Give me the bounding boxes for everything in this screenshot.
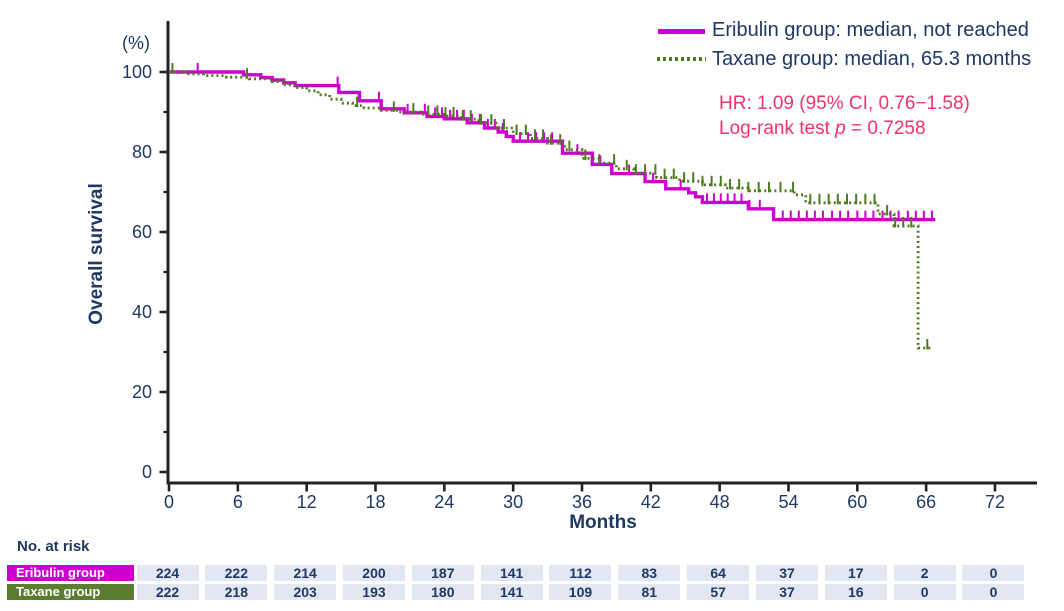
hr-annotation: HR: 1.09 (95% CI, 0.76−1.58) xyxy=(719,93,970,114)
at-risk-count: 141 xyxy=(480,584,543,600)
x-tick-label: 30 xyxy=(503,492,523,512)
x-tick-label: 60 xyxy=(847,492,867,512)
logrank-value: = 0.7258 xyxy=(845,118,926,139)
at-risk-count: 112 xyxy=(549,565,612,581)
at-risk-count: 224 xyxy=(136,565,199,581)
at-risk-count: 187 xyxy=(411,565,474,581)
y-tick-label: 0 xyxy=(142,462,152,482)
x-tick-label: 72 xyxy=(985,492,1005,512)
at-risk-count: 193 xyxy=(342,584,405,600)
x-tick-label: 0 xyxy=(164,492,174,512)
logrank-annotation: Log-rank test p = 0.7258 xyxy=(719,118,926,140)
at-risk-count: 0 xyxy=(962,584,1025,600)
at-risk-row-label-eribulin: Eribulin group xyxy=(7,565,134,581)
at-risk-count: 214 xyxy=(274,565,337,581)
legend-eribulin-label: Eribulin group: median, not reached xyxy=(712,19,1029,41)
at-risk-count: 0 xyxy=(962,565,1025,581)
at-risk-count: 0 xyxy=(893,584,956,600)
logrank-p-symbol: p xyxy=(835,118,846,139)
x-tick-label: 12 xyxy=(297,492,317,512)
x-tick-label: 42 xyxy=(641,492,661,512)
at-risk-count: 2 xyxy=(893,565,956,581)
y-axis-unit: (%) xyxy=(122,33,150,53)
at-risk-count: 141 xyxy=(480,565,543,581)
x-tick-label: 48 xyxy=(710,492,730,512)
km-curve-eribulin-group xyxy=(169,70,936,222)
y-tick-label: 80 xyxy=(132,142,152,162)
logrank-prefix: Log-rank test xyxy=(719,118,836,139)
legend-taxane-label: Taxane group: median, 65.3 months xyxy=(712,48,1032,70)
at-risk-count: 16 xyxy=(824,584,887,600)
at-risk-count: 109 xyxy=(549,584,612,600)
at-risk-count: 81 xyxy=(618,584,681,600)
y-tick-label: 100 xyxy=(122,62,152,82)
at-risk-count: 218 xyxy=(205,584,268,600)
x-tick-label: 36 xyxy=(572,492,592,512)
at-risk-count: 57 xyxy=(687,584,750,600)
at-risk-count: 37 xyxy=(755,565,818,581)
x-tick-label: 24 xyxy=(434,492,454,512)
y-tick-label: 60 xyxy=(132,222,152,242)
y-tick-label: 40 xyxy=(132,302,152,322)
x-tick-label: 66 xyxy=(916,492,936,512)
at-risk-row-label-taxane: Taxane group xyxy=(7,584,134,600)
at-risk-count: 203 xyxy=(274,584,337,600)
x-tick-label: 6 xyxy=(233,492,243,512)
legend-eribulin-line-swatch xyxy=(658,29,705,34)
at-risk-heading: No. at risk xyxy=(17,538,90,555)
at-risk-count: 83 xyxy=(618,565,681,581)
x-tick-label: 18 xyxy=(365,492,385,512)
at-risk-count: 37 xyxy=(755,584,818,600)
at-risk-count: 17 xyxy=(824,565,887,581)
at-risk-count: 64 xyxy=(687,565,750,581)
y-axis-title: Overall survival xyxy=(86,183,107,325)
y-tick-label: 20 xyxy=(132,382,152,402)
at-risk-count: 200 xyxy=(342,565,405,581)
x-axis-title: Months xyxy=(569,512,637,533)
x-tick-label: 54 xyxy=(778,492,798,512)
at-risk-count: 222 xyxy=(136,584,199,600)
at-risk-count: 222 xyxy=(205,565,268,581)
at-risk-count: 180 xyxy=(411,584,474,600)
legend-taxane-line-swatch xyxy=(657,57,706,61)
